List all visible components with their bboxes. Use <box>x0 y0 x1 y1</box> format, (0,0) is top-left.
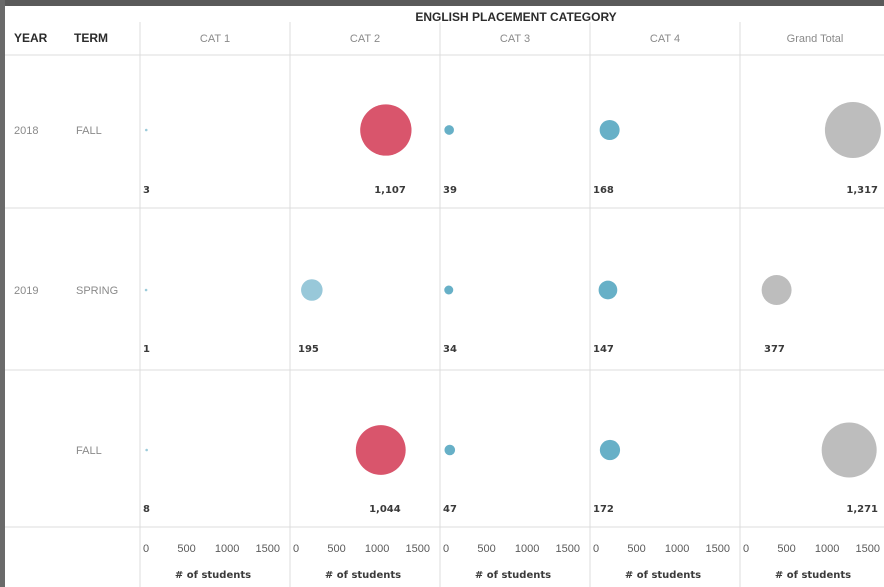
value-label-r1-c1: 195 <box>298 344 319 355</box>
bubble-r2-c1 <box>355 425 406 475</box>
term-label-2: FALL <box>76 445 102 457</box>
x-tick-c1-1: 500 <box>327 543 345 555</box>
x-tick-c4-3: 1500 <box>856 543 880 555</box>
bubble-r2-c4 <box>821 422 877 478</box>
value-label-r2-c0: 8 <box>143 504 150 515</box>
bubble-r0-c1 <box>360 104 412 156</box>
x-tick-c4-0: 0 <box>743 543 749 555</box>
bubble-r0-c0 <box>144 128 148 132</box>
window-top-border <box>0 0 884 6</box>
bubble-r1-c0 <box>144 288 148 292</box>
value-label-r2-c3: 172 <box>593 504 614 515</box>
x-tick-c1-0: 0 <box>293 543 299 555</box>
column-header-0: CAT 1 <box>200 33 230 45</box>
x-tick-c2-3: 1500 <box>556 543 580 555</box>
bubble-r1-c1 <box>301 279 323 301</box>
x-tick-c0-2: 1000 <box>215 543 239 555</box>
term-label-0: FALL <box>76 125 102 137</box>
value-label-r0-c3: 168 <box>593 185 614 196</box>
x-tick-c3-1: 500 <box>627 543 645 555</box>
x-tick-c4-1: 500 <box>777 543 795 555</box>
column-header-1: CAT 2 <box>350 33 380 45</box>
x-axis-title-2: # of students <box>475 570 551 581</box>
bubble-r2-c2 <box>444 444 456 456</box>
window-left-border <box>0 0 5 587</box>
x-tick-c1-3: 1500 <box>406 543 430 555</box>
x-tick-c1-2: 1000 <box>365 543 389 555</box>
value-label-r1-c2: 34 <box>443 344 457 355</box>
bubble-r2-c0 <box>145 448 148 452</box>
x-tick-c2-1: 500 <box>477 543 495 555</box>
bubble-r0-c2 <box>444 125 454 135</box>
row-header-year: YEAR <box>14 31 48 45</box>
x-axis-title-4: # of students <box>775 570 851 581</box>
x-tick-c0-3: 1500 <box>256 543 280 555</box>
x-axis-title-3: # of students <box>625 570 701 581</box>
chart-title: ENGLISH PLACEMENT CATEGORY <box>415 10 616 24</box>
row-header-term: TERM <box>74 31 108 45</box>
x-tick-c4-2: 1000 <box>815 543 839 555</box>
value-label-r1-c4: 377 <box>764 344 785 355</box>
bubble-r1-c4 <box>761 275 792 305</box>
bubble-r0-c4 <box>824 102 881 158</box>
value-label-r0-c1: 1,107 <box>374 185 406 196</box>
bubble-r2-c3 <box>599 439 621 461</box>
value-label-r2-c2: 47 <box>443 504 457 515</box>
column-header-2: CAT 3 <box>500 33 530 45</box>
value-label-r0-c4: 1,317 <box>846 185 878 196</box>
value-label-r2-c4: 1,271 <box>846 504 878 515</box>
x-axis-title-1: # of students <box>325 570 401 581</box>
term-label-1: SPRING <box>76 285 118 297</box>
value-label-r1-c0: 1 <box>143 344 150 355</box>
x-tick-c3-2: 1000 <box>665 543 689 555</box>
year-label-0: 2018 <box>14 125 38 137</box>
year-label-1: 2019 <box>14 285 38 297</box>
bubble-r1-c3 <box>598 280 618 300</box>
value-label-r0-c0: 3 <box>143 185 150 196</box>
value-label-r0-c2: 39 <box>443 185 457 196</box>
bubble-r0-c3 <box>599 119 620 141</box>
bubble-r1-c2 <box>444 285 454 295</box>
column-header-3: CAT 4 <box>650 33 680 45</box>
x-axis-title-0: # of students <box>175 570 251 581</box>
value-label-r1-c3: 147 <box>593 344 614 355</box>
x-tick-c2-2: 1000 <box>515 543 539 555</box>
x-tick-c0-1: 500 <box>177 543 195 555</box>
x-tick-c3-3: 1500 <box>706 543 730 555</box>
value-label-r2-c1: 1,044 <box>369 504 401 515</box>
x-tick-c2-0: 0 <box>443 543 449 555</box>
x-tick-c0-0: 0 <box>143 543 149 555</box>
x-tick-c3-0: 0 <box>593 543 599 555</box>
column-header-4: Grand Total <box>787 33 844 45</box>
